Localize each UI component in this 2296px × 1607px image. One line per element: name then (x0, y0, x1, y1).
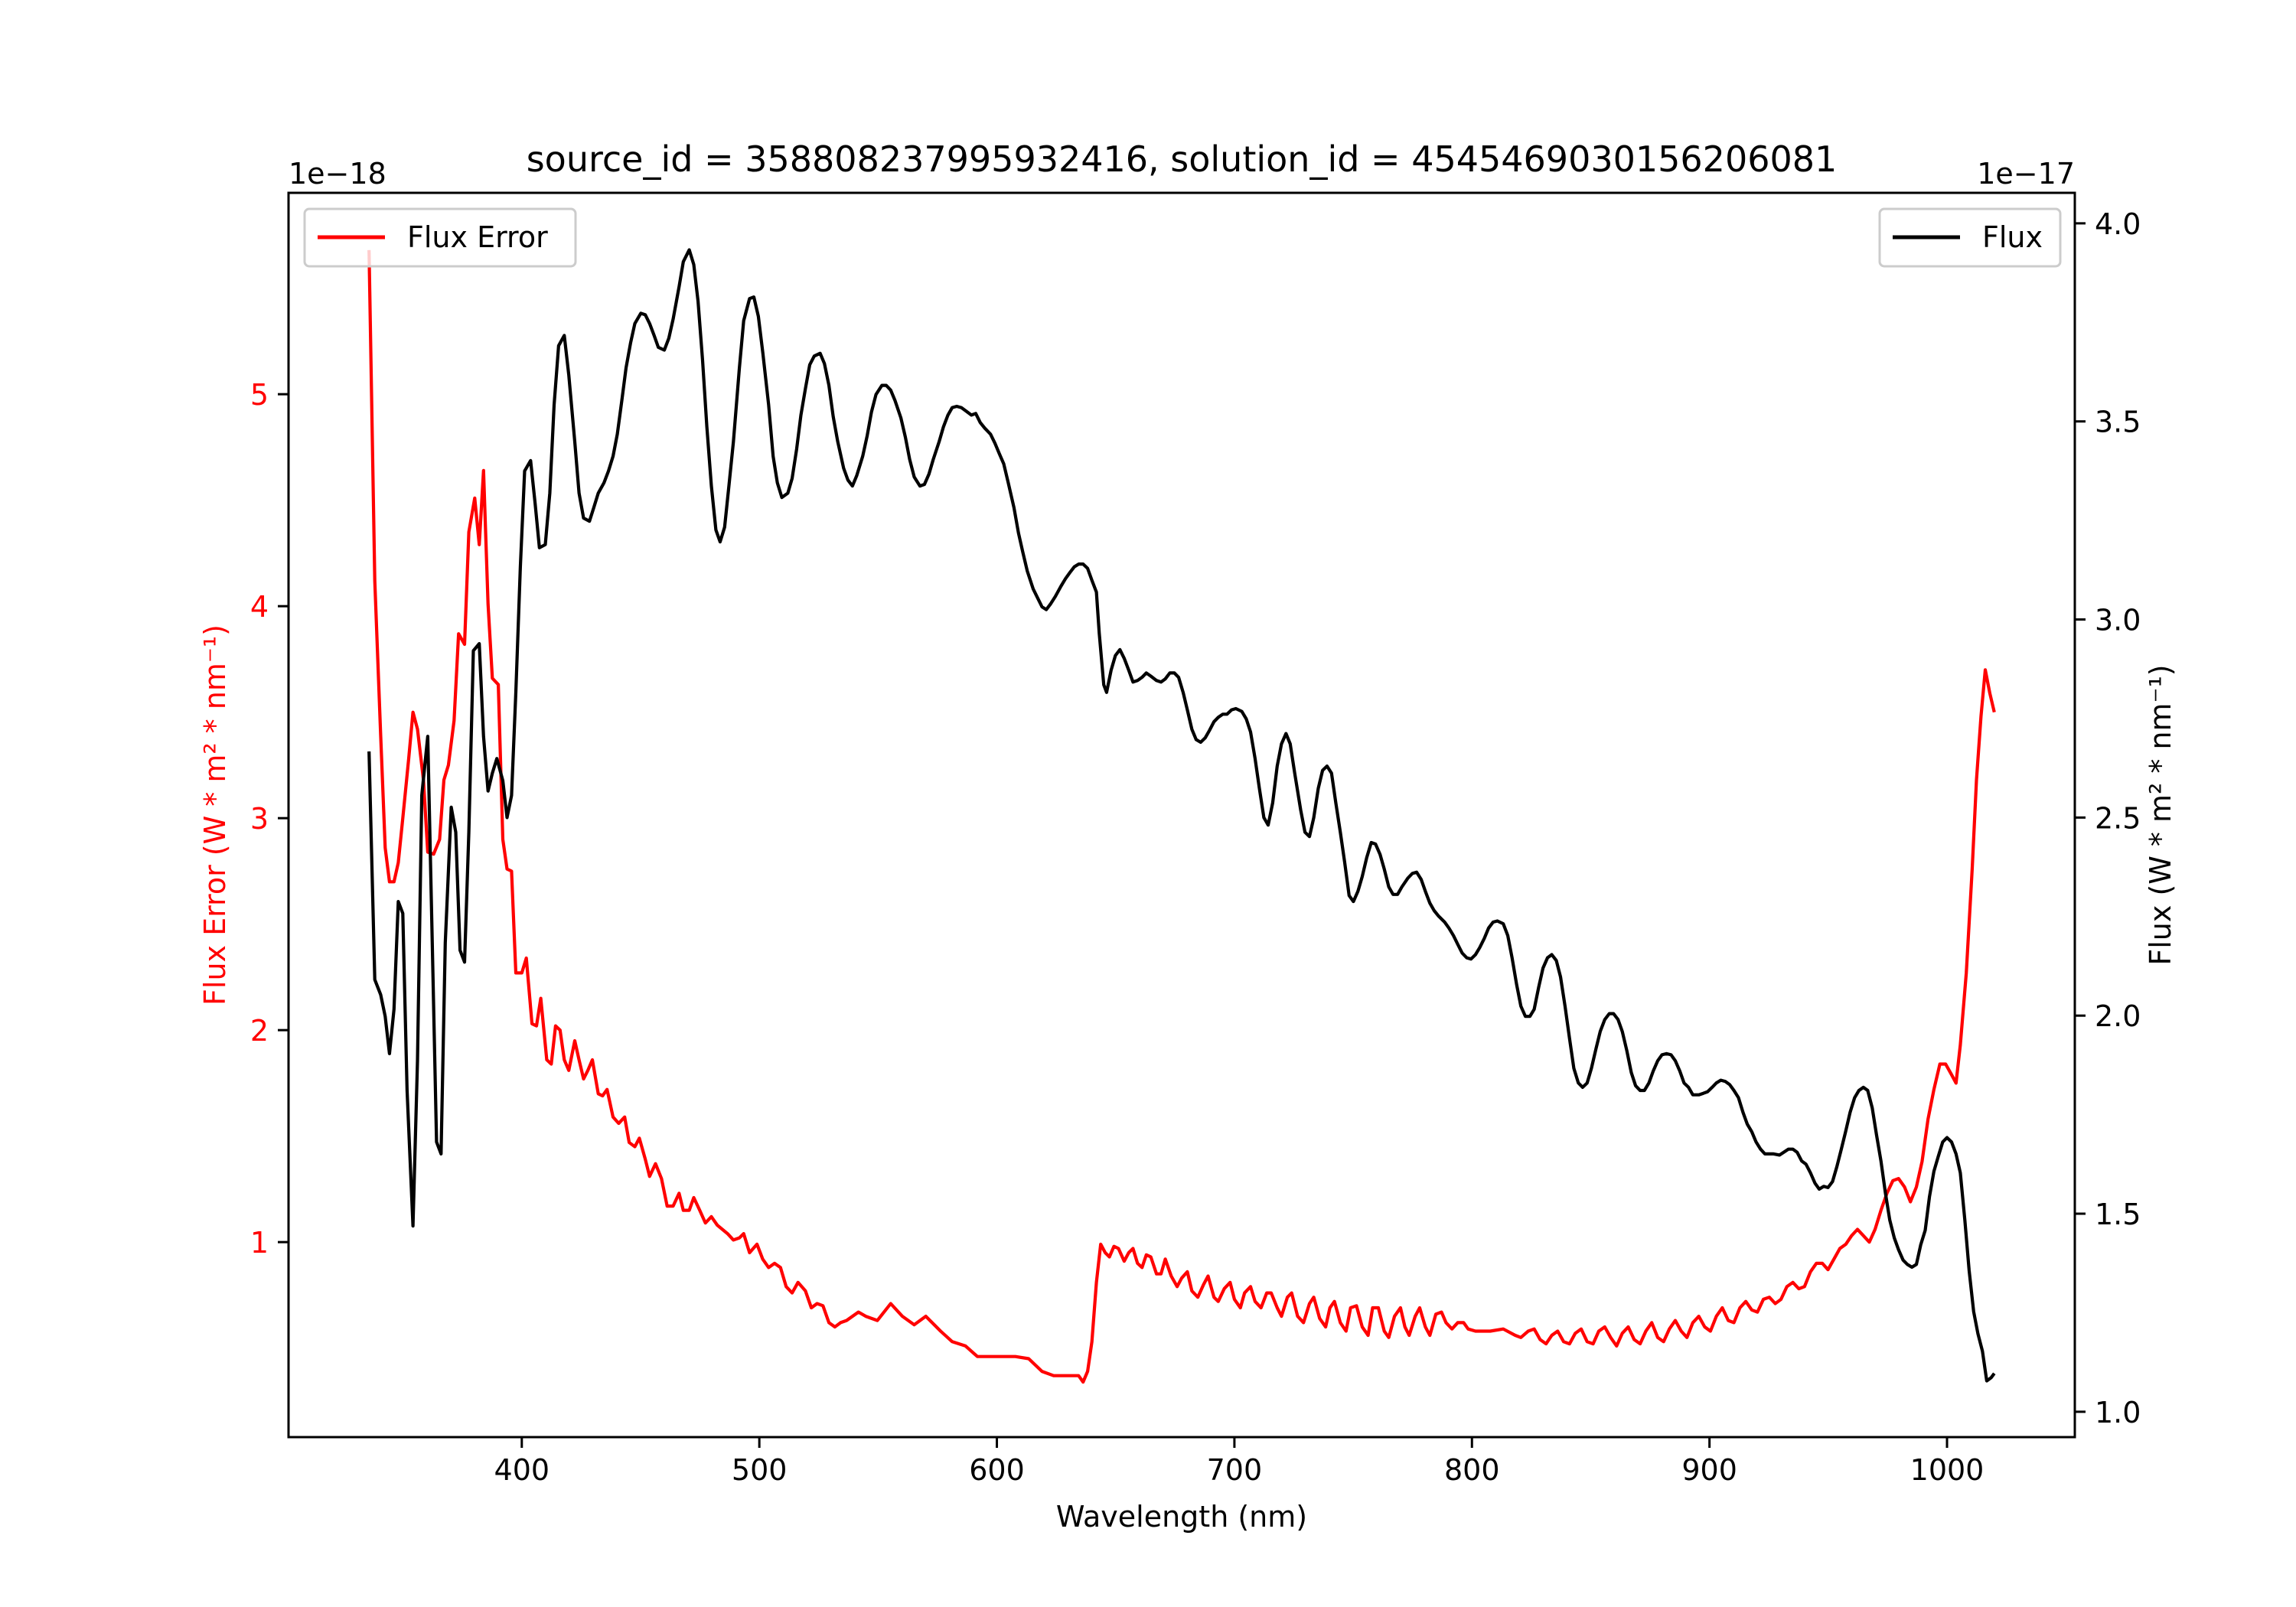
x-tick-label: 900 (1681, 1453, 1737, 1487)
left-y-tick-label: 3 (250, 802, 269, 836)
right-y-tick-label: 1.5 (2095, 1198, 2141, 1231)
legend-label-flux-error: Flux Error (407, 220, 548, 254)
axes: 400 500 600 700 800 900 1000 1 2 3 4 5 1.0 1.5 2.0 2.5 3… (250, 191, 2141, 1487)
right-y-tick-label: 4.0 (2095, 207, 2141, 241)
right-y-tick-label: 2.5 (2095, 801, 2141, 835)
legend-flux-error: Flux Error (303, 207, 577, 268)
series-line-flux-error (367, 249, 1996, 1384)
right-y-tick-label: 3.5 (2095, 406, 2141, 439)
x-tick-label: 700 (1207, 1453, 1263, 1487)
right-y-tick-label: 3.0 (2095, 604, 2141, 637)
axes-frame (287, 191, 2076, 1439)
left-y-axis-label: Flux Error (W * m² * nm⁻¹) (198, 624, 232, 1006)
left-offset-text: 1e−18 (289, 157, 386, 191)
left-y-tick-label: 4 (250, 590, 269, 624)
right-y-axis-label: Flux (W * m² * nm⁻¹) (2144, 664, 2177, 965)
x-tick-label: 600 (969, 1453, 1025, 1487)
left-y-tick-label: 1 (250, 1226, 269, 1260)
legend-frame (1878, 207, 2062, 268)
right-offset-text: 1e−17 (1977, 157, 2075, 191)
left-y-tick-label: 5 (250, 378, 269, 412)
chart-title: source_id = 358808237995932416, solution… (527, 139, 1838, 180)
x-tick-label: 400 (494, 1453, 550, 1487)
left-y-tick-label: 2 (250, 1014, 269, 1048)
x-tick-label: 1000 (1910, 1453, 1985, 1487)
right-y-tick-label: 1.0 (2095, 1396, 2141, 1429)
x-tick-label: 500 (732, 1453, 788, 1487)
series-line-flux (367, 248, 1996, 1383)
right-y-tick-label: 2.0 (2095, 999, 2141, 1033)
legend-flux: Flux (1878, 207, 2062, 268)
plot-area (367, 248, 1996, 1384)
legend-frame (303, 207, 577, 268)
x-tick-label: 800 (1444, 1453, 1500, 1487)
x-axis-label: Wavelength (nm) (1056, 1500, 1307, 1534)
legend-label-flux: Flux (1982, 220, 2043, 254)
